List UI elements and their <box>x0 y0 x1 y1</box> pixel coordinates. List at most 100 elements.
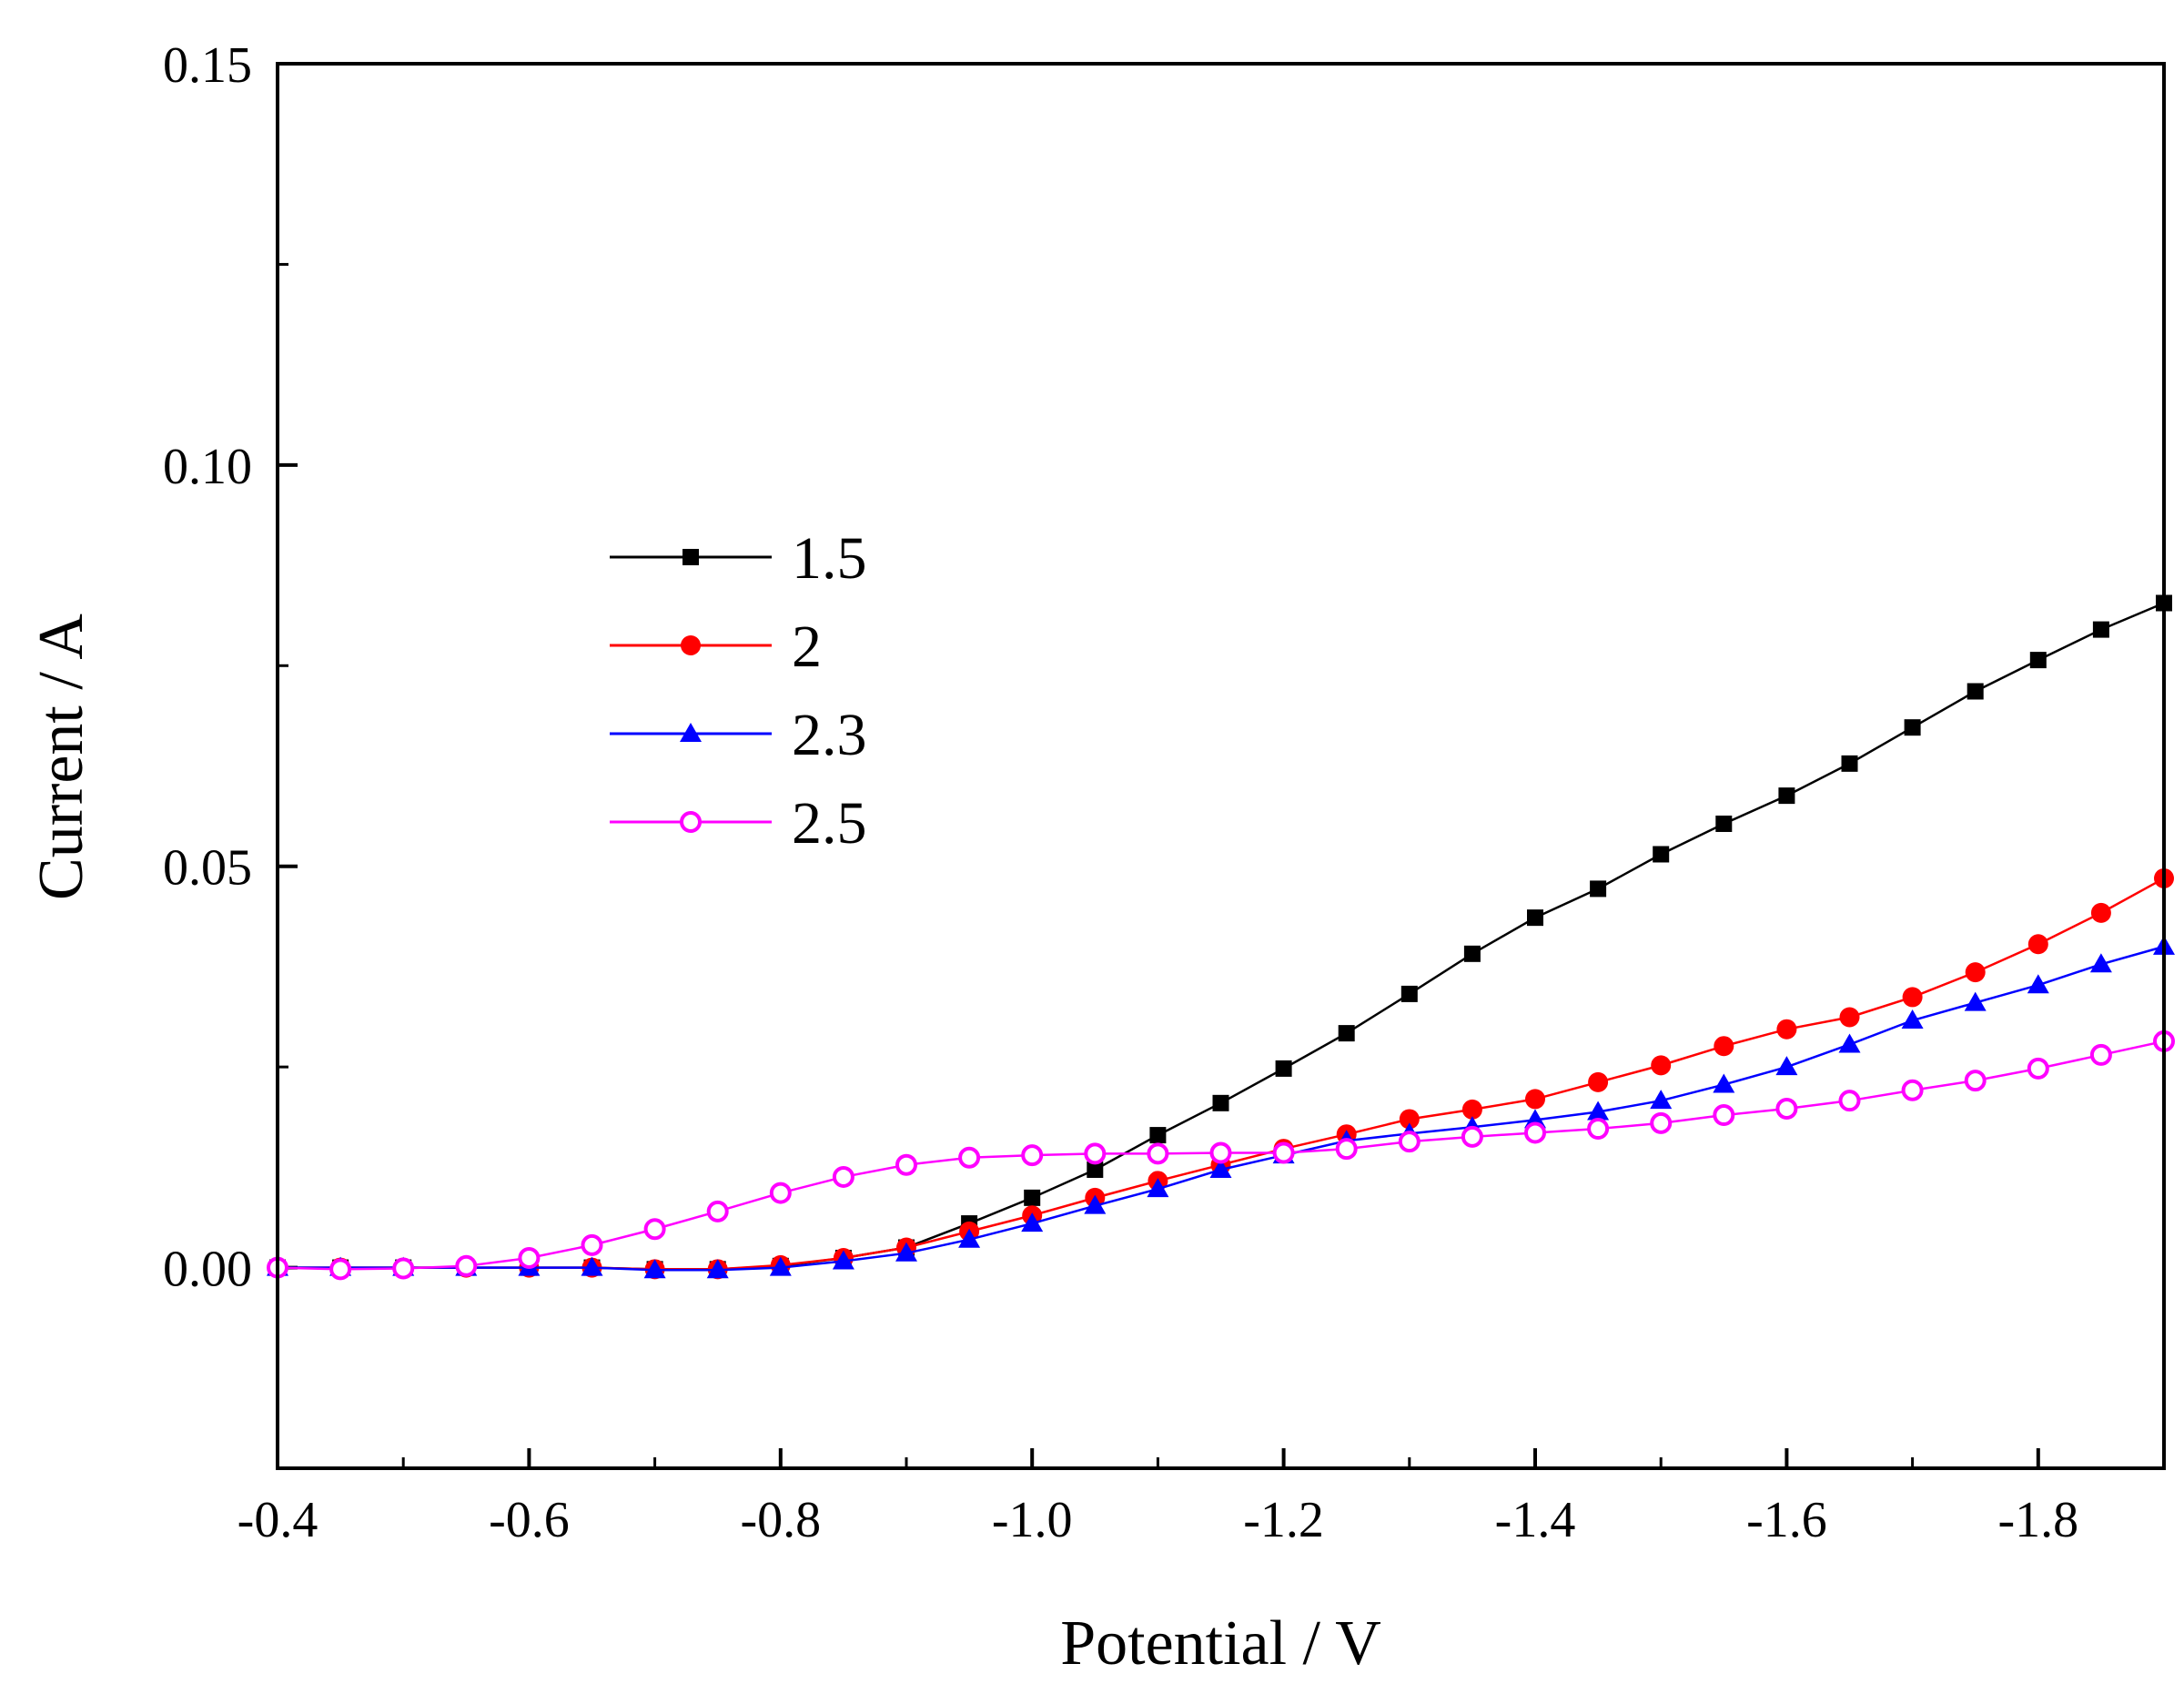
legend-item: 2.3 <box>610 702 867 768</box>
data-point <box>895 1242 917 1262</box>
data-point <box>769 1256 792 1276</box>
data-point <box>1147 1178 1169 1198</box>
legend-label: 2 <box>792 614 822 680</box>
data-point <box>769 1182 792 1204</box>
legend-label: 2.3 <box>792 702 867 768</box>
data-point <box>1841 755 1858 772</box>
data-point <box>1902 987 1923 1008</box>
data-point <box>1904 719 1921 736</box>
data-point <box>1653 846 1670 863</box>
data-point <box>329 1258 352 1281</box>
data-point <box>1967 683 1984 700</box>
data-point <box>1338 1025 1355 1042</box>
legend-label: 2.5 <box>792 790 867 857</box>
data-point <box>1901 1079 1924 1101</box>
data-point <box>1021 1212 1044 1232</box>
series-line <box>278 877 2165 1271</box>
data-point <box>1651 1055 1672 1076</box>
data-point <box>1838 1090 1861 1112</box>
legend-marker <box>680 811 702 833</box>
data-point <box>1776 1019 1797 1040</box>
data-point <box>1590 880 1607 898</box>
x-axis-title: Potential / V <box>1060 1608 1381 1679</box>
data-point <box>1272 1141 1295 1164</box>
data-point <box>1778 787 1795 805</box>
data-point <box>1775 1056 1798 1076</box>
legend-item: 1.5 <box>610 525 867 592</box>
legend-marker <box>682 549 699 565</box>
data-point <box>1525 1089 1545 1110</box>
data-point <box>1461 1125 1483 1148</box>
x-tick-label: -1.2 <box>1243 1492 1324 1548</box>
data-point <box>1399 1109 1420 1130</box>
data-point <box>1084 1142 1107 1165</box>
series-layer <box>267 594 2175 1281</box>
data-point <box>1084 1194 1107 1214</box>
data-point <box>2029 652 2047 669</box>
legend-marker <box>681 635 701 655</box>
data-point <box>581 1256 603 1276</box>
data-point <box>1087 1161 1104 1179</box>
data-point <box>1024 1189 1041 1206</box>
data-point <box>2027 974 2049 994</box>
data-point <box>1839 1007 1860 1028</box>
data-point <box>1838 1033 1861 1053</box>
data-point <box>1964 1070 1987 1092</box>
legend-item: 2 <box>610 614 822 680</box>
data-point <box>1588 1071 1609 1092</box>
data-point <box>1209 1141 1232 1164</box>
data-point <box>1964 991 1987 1011</box>
data-point <box>1714 1036 1734 1057</box>
series-2 <box>268 867 2174 1280</box>
data-point <box>1463 945 1481 962</box>
data-point <box>1524 1121 1546 1144</box>
y-tick-label: 0.00 <box>163 1242 252 1298</box>
data-point <box>1147 1142 1169 1165</box>
data-point <box>1650 1090 1673 1110</box>
data-point <box>706 1200 729 1222</box>
data-point <box>1212 1094 1229 1111</box>
data-point <box>2089 953 2112 973</box>
data-point <box>1775 1097 1798 1120</box>
y-tick-label: 0.05 <box>163 840 252 897</box>
x-tick-label: -1.8 <box>1997 1492 2078 1548</box>
data-point <box>392 1257 415 1280</box>
data-point <box>581 1233 603 1256</box>
data-point <box>1398 1131 1421 1153</box>
data-point <box>895 1153 917 1176</box>
data-point <box>958 1228 981 1248</box>
data-point <box>832 1250 854 1270</box>
data-point <box>1461 1099 1482 1120</box>
series-2_5 <box>267 1030 2175 1281</box>
legend-marker <box>680 723 702 742</box>
x-tick-label: -0.4 <box>238 1492 318 1548</box>
data-point <box>2027 934 2048 955</box>
data-point <box>518 1246 541 1269</box>
data-point <box>1587 1101 1610 1121</box>
data-point <box>1713 1073 1735 1093</box>
y-axis-title: Current / A <box>26 614 96 900</box>
data-point <box>2089 1043 2112 1066</box>
y-tick-label: 0.15 <box>163 37 252 94</box>
legend: 1.5 2 2.3 2.5 <box>610 525 867 857</box>
data-point <box>832 1165 854 1188</box>
tick-labels: -0.4 -0.6 -0.8 -1.0 -1.2 -1.4 -1.6 -1.8 0.00 0.05… <box>163 37 2078 1548</box>
data-point <box>1149 1127 1167 1144</box>
legend-item: 2.5 <box>610 790 867 857</box>
data-point <box>1715 815 1733 832</box>
x-tick-label: -0.6 <box>489 1492 570 1548</box>
data-point <box>2090 902 2111 923</box>
x-tick-label: -0.8 <box>740 1492 821 1548</box>
plot-frame <box>276 62 2166 1470</box>
data-point <box>1275 1060 1292 1077</box>
data-point <box>455 1254 478 1277</box>
data-point <box>643 1218 666 1241</box>
x-tick-label: -1.6 <box>1746 1492 1827 1548</box>
data-point <box>2027 1057 2049 1080</box>
data-point <box>643 1259 666 1279</box>
data-point <box>1713 1104 1735 1127</box>
data-point <box>1400 985 1418 1002</box>
data-point <box>2092 621 2109 638</box>
data-point <box>1335 1138 1358 1161</box>
